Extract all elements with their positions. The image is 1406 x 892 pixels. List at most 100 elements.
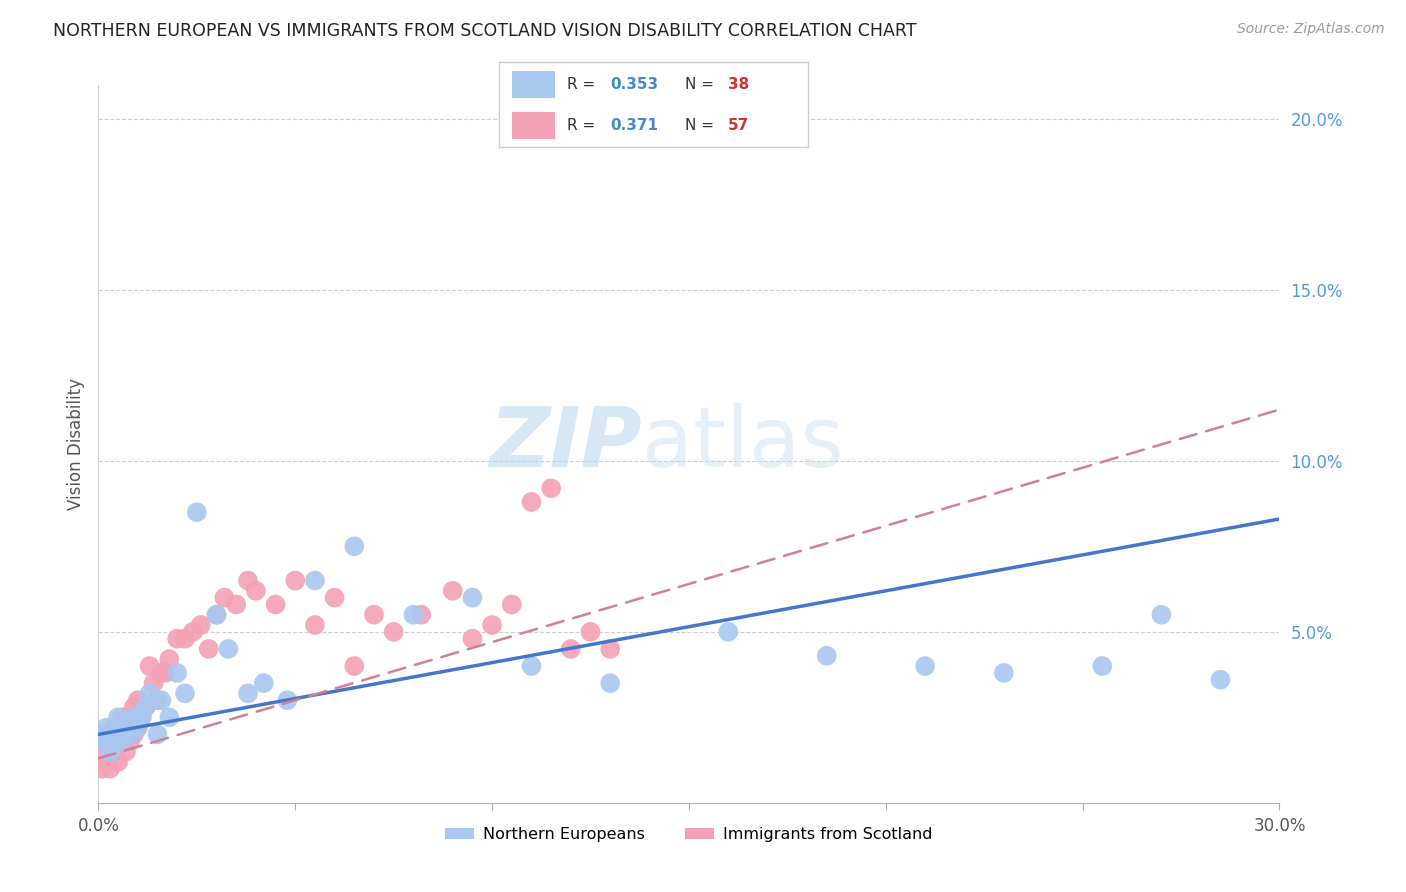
Point (205, 607, 228, 622)
Point (131, 710, 153, 724)
Point (91, 762, 114, 776)
Point (197, 642, 219, 657)
Point (441, 583, 464, 598)
Point (115, 721, 138, 735)
Point (157, 652, 180, 666)
Point (118, 734, 141, 748)
Point (579, 624, 602, 639)
Point (599, 642, 621, 657)
Point (236, 686, 259, 700)
Point (1209, 673, 1232, 687)
Point (599, 676, 621, 690)
Point (461, 632, 484, 646)
Text: R =: R = (567, 77, 600, 92)
Point (343, 539, 366, 553)
FancyBboxPatch shape (512, 71, 555, 98)
Text: N =: N = (685, 118, 718, 133)
Point (540, 481, 562, 495)
Point (138, 686, 160, 700)
Point (96, 721, 118, 735)
Point (107, 755, 129, 769)
Point (402, 607, 425, 622)
Point (146, 727, 169, 741)
Point (103, 727, 125, 741)
Point (122, 727, 145, 741)
Text: R =: R = (567, 118, 600, 133)
Point (98, 762, 121, 776)
Point (217, 642, 239, 657)
Point (98, 744, 121, 758)
Point (96, 755, 118, 769)
Text: Source: ZipAtlas.com: Source: ZipAtlas.com (1237, 22, 1385, 37)
Point (127, 721, 149, 735)
Point (481, 618, 503, 632)
Point (520, 659, 543, 673)
Point (135, 700, 157, 714)
Text: 57: 57 (728, 118, 749, 133)
Point (135, 700, 157, 714)
Point (122, 700, 145, 714)
Point (1150, 607, 1173, 622)
Point (174, 686, 197, 700)
Text: atlas: atlas (641, 403, 844, 484)
Point (225, 598, 247, 612)
Point (142, 676, 165, 690)
Point (107, 734, 129, 748)
Point (155, 665, 177, 680)
Point (461, 591, 484, 605)
Point (304, 618, 326, 632)
Text: NORTHERN EUROPEAN VS IMMIGRANTS FROM SCOTLAND VISION DISABILITY CORRELATION CHAR: NORTHERN EUROPEAN VS IMMIGRANTS FROM SCO… (53, 22, 917, 40)
Point (520, 495, 543, 509)
Point (107, 710, 129, 724)
Point (138, 659, 160, 673)
Point (186, 505, 208, 519)
Point (150, 665, 173, 680)
Point (560, 642, 582, 657)
Point (127, 693, 149, 707)
Point (717, 624, 740, 639)
Text: 0.353: 0.353 (610, 77, 658, 92)
Point (111, 734, 134, 748)
Point (98, 744, 121, 758)
Point (245, 583, 267, 598)
Point (236, 574, 259, 588)
Point (284, 574, 307, 588)
Point (166, 632, 188, 646)
Point (150, 693, 173, 707)
Point (103, 721, 125, 735)
Point (157, 710, 180, 724)
Point (91, 744, 114, 758)
Text: 0.371: 0.371 (610, 118, 658, 133)
Point (115, 710, 138, 724)
Point (91, 727, 114, 741)
Point (363, 607, 385, 622)
Point (146, 693, 169, 707)
Point (323, 591, 346, 605)
Point (181, 624, 204, 639)
Point (1091, 659, 1114, 673)
Point (276, 693, 298, 707)
Point (127, 721, 149, 735)
Y-axis label: Vision Disability: Vision Disability (66, 378, 84, 509)
Point (174, 632, 197, 646)
Point (103, 744, 125, 758)
Point (304, 574, 326, 588)
Point (411, 607, 433, 622)
Point (343, 659, 366, 673)
Point (993, 665, 1015, 680)
Point (382, 624, 405, 639)
Point (264, 598, 287, 612)
Point (118, 727, 141, 741)
Point (214, 591, 236, 605)
Text: N =: N = (685, 77, 718, 92)
Point (190, 618, 212, 632)
Point (118, 710, 141, 724)
Point (122, 710, 145, 724)
Point (501, 598, 523, 612)
Point (166, 665, 188, 680)
Text: 38: 38 (728, 77, 749, 92)
Point (111, 734, 134, 748)
Point (815, 648, 838, 663)
Point (98, 727, 121, 741)
Legend: Northern Europeans, Immigrants from Scotland: Northern Europeans, Immigrants from Scot… (439, 821, 939, 848)
